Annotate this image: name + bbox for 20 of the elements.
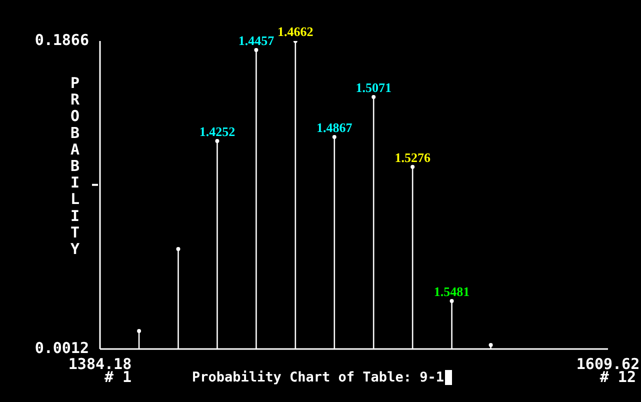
point [254, 48, 258, 52]
annotation: 1.5071 [356, 80, 392, 95]
point [137, 329, 142, 334]
point [410, 164, 415, 169]
annotation: 1.4662 [278, 24, 314, 39]
point [450, 298, 454, 303]
text: PROBABILITY [70, 74, 80, 258]
point [332, 135, 336, 140]
annotation: 1.4867 [316, 120, 353, 136]
text: # 1 [104, 368, 132, 386]
point [176, 246, 180, 251]
text: Probability Chart of Table: 9-1 [192, 370, 444, 386]
point [372, 94, 376, 99]
y-tick-label: 0.1866 [34, 31, 89, 50]
y-tick-label: 0.0012 [34, 339, 89, 358]
annotation: 1.5481 [434, 284, 470, 299]
annotation: 1.4252 [199, 124, 236, 140]
point [215, 139, 220, 144]
annotation: 1.4457 [238, 32, 275, 48]
annotation: 1.5276 [394, 150, 431, 165]
